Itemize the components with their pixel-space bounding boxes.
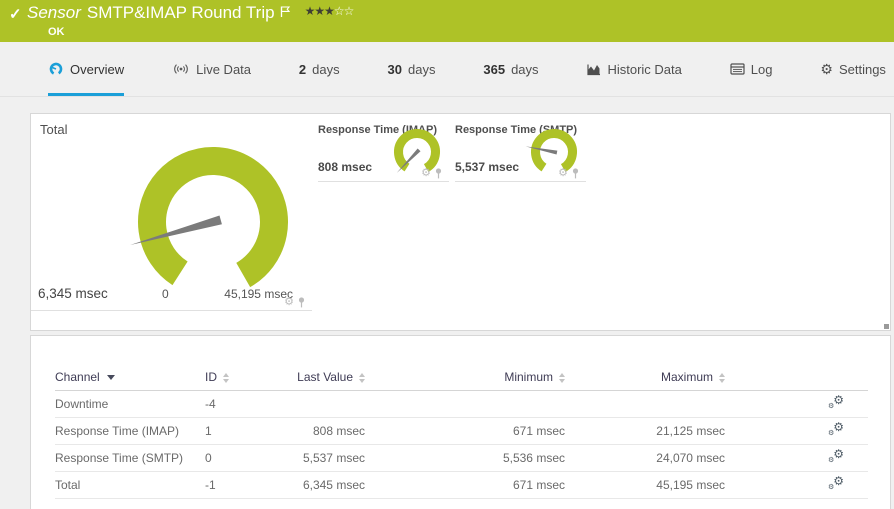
sensor-status-header: ✓ Sensor SMTP&IMAP Round Trip ★★★☆☆ OK (0, 0, 894, 42)
table-row[interactable]: Response Time (SMTP) 0 5,537 msec 5,536 … (55, 444, 868, 472)
minimum-value: 671 msec (365, 417, 565, 445)
gear-icon[interactable]: ⚙ (421, 167, 431, 179)
tab-overview[interactable]: Overview (48, 42, 125, 96)
column-header-maximum[interactable]: Maximum (565, 364, 725, 391)
column-header-minimum[interactable]: Minimum (365, 364, 565, 391)
sort-icon (719, 372, 725, 383)
channel-id: 0 (205, 444, 265, 472)
table-row[interactable]: Downtime -4 ⚙ ⚙ (55, 390, 868, 418)
table-row[interactable]: Total -1 6,345 msec 671 msec 45,195 msec… (55, 471, 868, 499)
tab-number: 30 (387, 61, 402, 77)
minimum-value (365, 390, 565, 418)
channels-panel: Channel ID Last Value Minimum Maximum (30, 335, 891, 509)
channel-settings-icon[interactable]: ⚙ ⚙ (828, 474, 844, 491)
tab-live-data[interactable]: Live Data (172, 42, 251, 96)
tab-365-days[interactable]: 365 days (483, 42, 538, 96)
channel-table: Channel ID Last Value Minimum Maximum (55, 364, 868, 499)
tab-label: days (312, 61, 340, 77)
live-signal-icon (174, 64, 188, 74)
channel-name: Total (55, 471, 205, 499)
gauge-scale-max: 45,195 msec (224, 287, 293, 301)
tab-number: 365 (483, 61, 506, 77)
area-chart-icon (587, 64, 601, 75)
sort-icon (359, 372, 365, 383)
pin-icon[interactable] (571, 168, 580, 179)
tab-label: days (511, 61, 539, 77)
channel-name: Response Time (SMTP) (55, 444, 205, 472)
gauge-tile-total[interactable]: Total 6,345 msec 0 45,195 msec ⚙ (31, 114, 312, 311)
channel-id: -1 (205, 471, 265, 499)
imap-gauge (394, 129, 440, 173)
minimum-value: 5,536 msec (365, 444, 565, 472)
table-header-row: Channel ID Last Value Minimum Maximum (55, 364, 868, 391)
channel-settings-icon[interactable]: ⚙ ⚙ (828, 393, 844, 410)
tab-historic-data[interactable]: Historic Data (586, 42, 682, 96)
gear-icon: ⚙ (820, 61, 833, 77)
gauge-tile-smtp[interactable]: Response Time (SMTP) 5,537 msec ⚙ (455, 114, 586, 182)
status-badge: OK (48, 26, 65, 38)
sort-icon (559, 372, 565, 383)
gauge-icon (49, 62, 63, 76)
channel-id: 1 (205, 417, 265, 445)
column-header-settings (725, 364, 868, 391)
gear-icon[interactable]: ⚙ (284, 296, 294, 308)
tab-label: Live Data (196, 61, 252, 77)
tab-label: Log (750, 61, 773, 77)
last-value: 5,537 msec (265, 444, 365, 472)
tab-log[interactable]: Log (730, 42, 773, 96)
tab-2-days[interactable]: 2 days (299, 42, 340, 96)
tab-label: Historic Data (607, 61, 682, 77)
gauge-scale-min: 0 (162, 287, 169, 301)
gear-icon[interactable]: ⚙ (558, 167, 568, 179)
channel-id: -4 (205, 390, 265, 418)
gauge-tile-imap[interactable]: Response Time (IMAP) 808 msec ⚙ (318, 114, 449, 182)
maximum-value: 24,070 msec (565, 444, 725, 472)
table-row[interactable]: Response Time (IMAP) 1 808 msec 671 msec… (55, 417, 868, 445)
resize-grip[interactable] (884, 324, 889, 329)
flag-icon[interactable] (279, 5, 291, 18)
smtp-gauge (525, 129, 577, 172)
gauge-title: Total (40, 122, 68, 137)
sensor-title-line: Sensor SMTP&IMAP Round Trip ★★★☆☆ (27, 3, 355, 23)
tab-label: Overview (70, 61, 125, 77)
last-value: 808 msec (265, 417, 365, 445)
channel-settings-icon[interactable]: ⚙ ⚙ (828, 420, 844, 437)
column-header-id[interactable]: ID (205, 364, 265, 391)
column-header-channel[interactable]: Channel (55, 364, 205, 391)
priority-stars[interactable]: ★★★☆☆ (304, 4, 355, 18)
tab-number: 2 (298, 61, 307, 77)
gauge-value: 6,345 msec (38, 286, 108, 301)
channel-name: Downtime (55, 390, 205, 418)
last-value (265, 390, 365, 418)
tab-label: Settings (838, 61, 886, 77)
sensor-type-label: Sensor (27, 3, 81, 22)
log-list-icon (730, 63, 745, 75)
gauge-value: 5,537 msec (455, 160, 520, 174)
last-value: 6,345 msec (265, 471, 365, 499)
maximum-value: 45,195 msec (565, 471, 725, 499)
overview-gauges-panel: Total 6,345 msec 0 45,195 msec ⚙ Respons… (30, 113, 891, 331)
page-title: SMTP&IMAP Round Trip (86, 3, 275, 22)
ok-check-icon: ✓ (9, 6, 22, 23)
minimum-value: 671 msec (365, 471, 565, 499)
sort-desc-icon (106, 375, 115, 381)
channel-settings-icon[interactable]: ⚙ ⚙ (828, 447, 844, 464)
gauge-value: 808 msec (318, 160, 373, 174)
channel-name: Response Time (IMAP) (55, 417, 205, 445)
tab-30-days[interactable]: 30 days (388, 42, 436, 96)
maximum-value: 21,125 msec (565, 417, 725, 445)
tab-settings[interactable]: ⚙ Settings (820, 42, 886, 96)
column-header-last-value[interactable]: Last Value (265, 364, 365, 391)
tab-bar: Overview Live Data 2 days 30 days 365 da… (0, 42, 894, 97)
pin-icon[interactable] (434, 168, 443, 179)
pin-icon[interactable] (297, 297, 306, 308)
sort-icon (223, 372, 229, 383)
total-gauge (130, 147, 288, 288)
maximum-value (565, 390, 725, 418)
tab-label: days (408, 61, 436, 77)
